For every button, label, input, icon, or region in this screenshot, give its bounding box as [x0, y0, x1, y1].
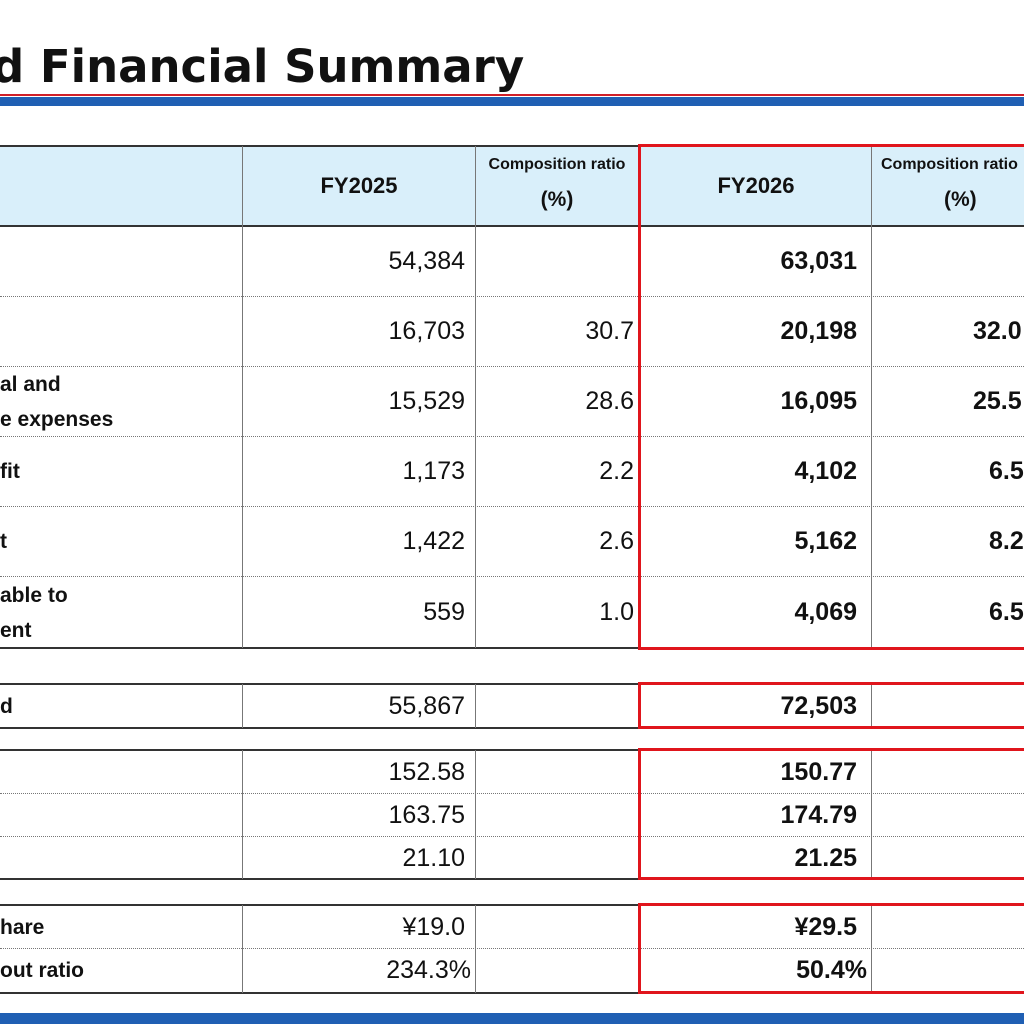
column-divider: [871, 684, 872, 728]
fy2026-value: 16,095: [780, 387, 857, 415]
fy2025-value: 152.58: [388, 757, 465, 786]
column-divider: [871, 750, 872, 879]
block3-top-border: [0, 749, 1024, 751]
row-label: hare: [0, 915, 45, 939]
column-divider: [242, 684, 243, 728]
ratio-2026-value: 25.5: [973, 387, 1022, 415]
fy2026-value: 5,162: [794, 527, 857, 555]
header-fy2026: FY2026: [641, 147, 871, 225]
row-label: able to ent: [0, 583, 68, 642]
header-bottom-border: [0, 225, 1024, 227]
ratio-2025-value: 28.6: [585, 387, 634, 415]
row-divider: [0, 296, 1024, 297]
column-divider: [475, 750, 476, 879]
title-blue-rule: [0, 97, 1024, 106]
row-label: [0, 751, 242, 793]
ratio-2025-value: 2.2: [599, 457, 634, 485]
row-divider: [0, 836, 1024, 837]
row-label: t: [0, 530, 7, 553]
row-label: [0, 837, 242, 879]
fy2025-value: 21.10: [402, 843, 465, 872]
column-divider: [475, 905, 476, 993]
row-divider: [0, 366, 1024, 367]
ratio-2025-value: 30.7: [585, 317, 634, 345]
fy2026-value: 150.77: [780, 757, 857, 786]
fy2026-value: 4,102: [794, 457, 857, 485]
row-label: [0, 227, 242, 296]
fy2026-value: 21.25: [794, 843, 857, 872]
fy2025-value: 55,867: [388, 691, 465, 720]
row-divider: [0, 506, 1024, 507]
column-divider: [475, 684, 476, 728]
header-composition-ratio-2026: Composition ratio (%): [872, 147, 1024, 225]
fy2025-value: 1,173: [402, 457, 465, 485]
column-divider: [475, 146, 476, 648]
fy2025-value: 54,384: [388, 247, 465, 275]
row-label: fit: [0, 460, 20, 483]
fy2025-value: 16,703: [388, 317, 465, 345]
block3-bottom-border: [0, 878, 1024, 880]
row-divider: [0, 576, 1024, 577]
fy2026-value: ¥29.5: [794, 912, 857, 941]
fy2026-value: 50.4%: [796, 955, 867, 984]
block2-bottom-border: [0, 727, 1024, 729]
ratio-2026-value: 32.0: [973, 317, 1022, 345]
row-label: al and e expenses: [0, 372, 114, 431]
table-bottom-border: [0, 647, 1024, 649]
block4-bottom-border: [0, 992, 1024, 994]
row-label: [0, 297, 242, 366]
row-divider: [0, 436, 1024, 437]
fy2026-value: 4,069: [794, 598, 857, 626]
fy2026-value: 174.79: [780, 800, 857, 829]
fy2025-value: 163.75: [388, 800, 465, 829]
column-divider: [242, 146, 243, 648]
fy2026-value: 72,503: [780, 691, 857, 720]
table-top-border: [0, 145, 1024, 147]
ratio-2025-value: [476, 227, 638, 296]
header-fy2025: FY2025: [243, 147, 475, 225]
block4-top-border: [0, 904, 1024, 906]
footer-blue-rule: [0, 1013, 1024, 1024]
row-label: d: [0, 694, 13, 718]
column-divider: [871, 146, 872, 648]
ratio-2025-value: 1.0: [599, 598, 634, 626]
fy2025-value: 234.3%: [386, 955, 471, 984]
header-composition-ratio-2025: Composition ratio (%): [476, 147, 638, 225]
fy2026-highlight-box: [638, 748, 1024, 880]
title-red-rule: [0, 94, 1024, 96]
fy2026-highlight-box: [638, 144, 1024, 650]
row-label: out ratio: [0, 958, 84, 982]
fy2025-value: 559: [423, 598, 465, 626]
row-divider: [0, 948, 1024, 949]
header-label-cell: [0, 147, 242, 225]
ratio-2026-value: 8.2: [989, 527, 1024, 555]
fy2026-highlight-box: [638, 903, 1024, 994]
column-divider: [242, 905, 243, 993]
row-label: [0, 794, 242, 836]
block2-top-border: [0, 683, 1024, 685]
ratio-2026-value: 6.5: [989, 598, 1024, 626]
column-divider: [871, 905, 872, 993]
fy2025-value: ¥19.0: [402, 912, 465, 941]
page-title: ted Financial Summary: [0, 40, 525, 93]
row-divider: [0, 793, 1024, 794]
fy2026-highlight-box: [638, 682, 1024, 729]
fy2025-value: 1,422: [402, 527, 465, 555]
fy2026-value: 20,198: [780, 317, 857, 345]
ratio-2026-value: 6.5: [989, 457, 1024, 485]
fy2026-value: 63,031: [780, 247, 857, 275]
fy2025-value: 15,529: [388, 387, 465, 415]
column-divider: [242, 750, 243, 879]
ratio-2025-value: 2.6: [599, 527, 634, 555]
